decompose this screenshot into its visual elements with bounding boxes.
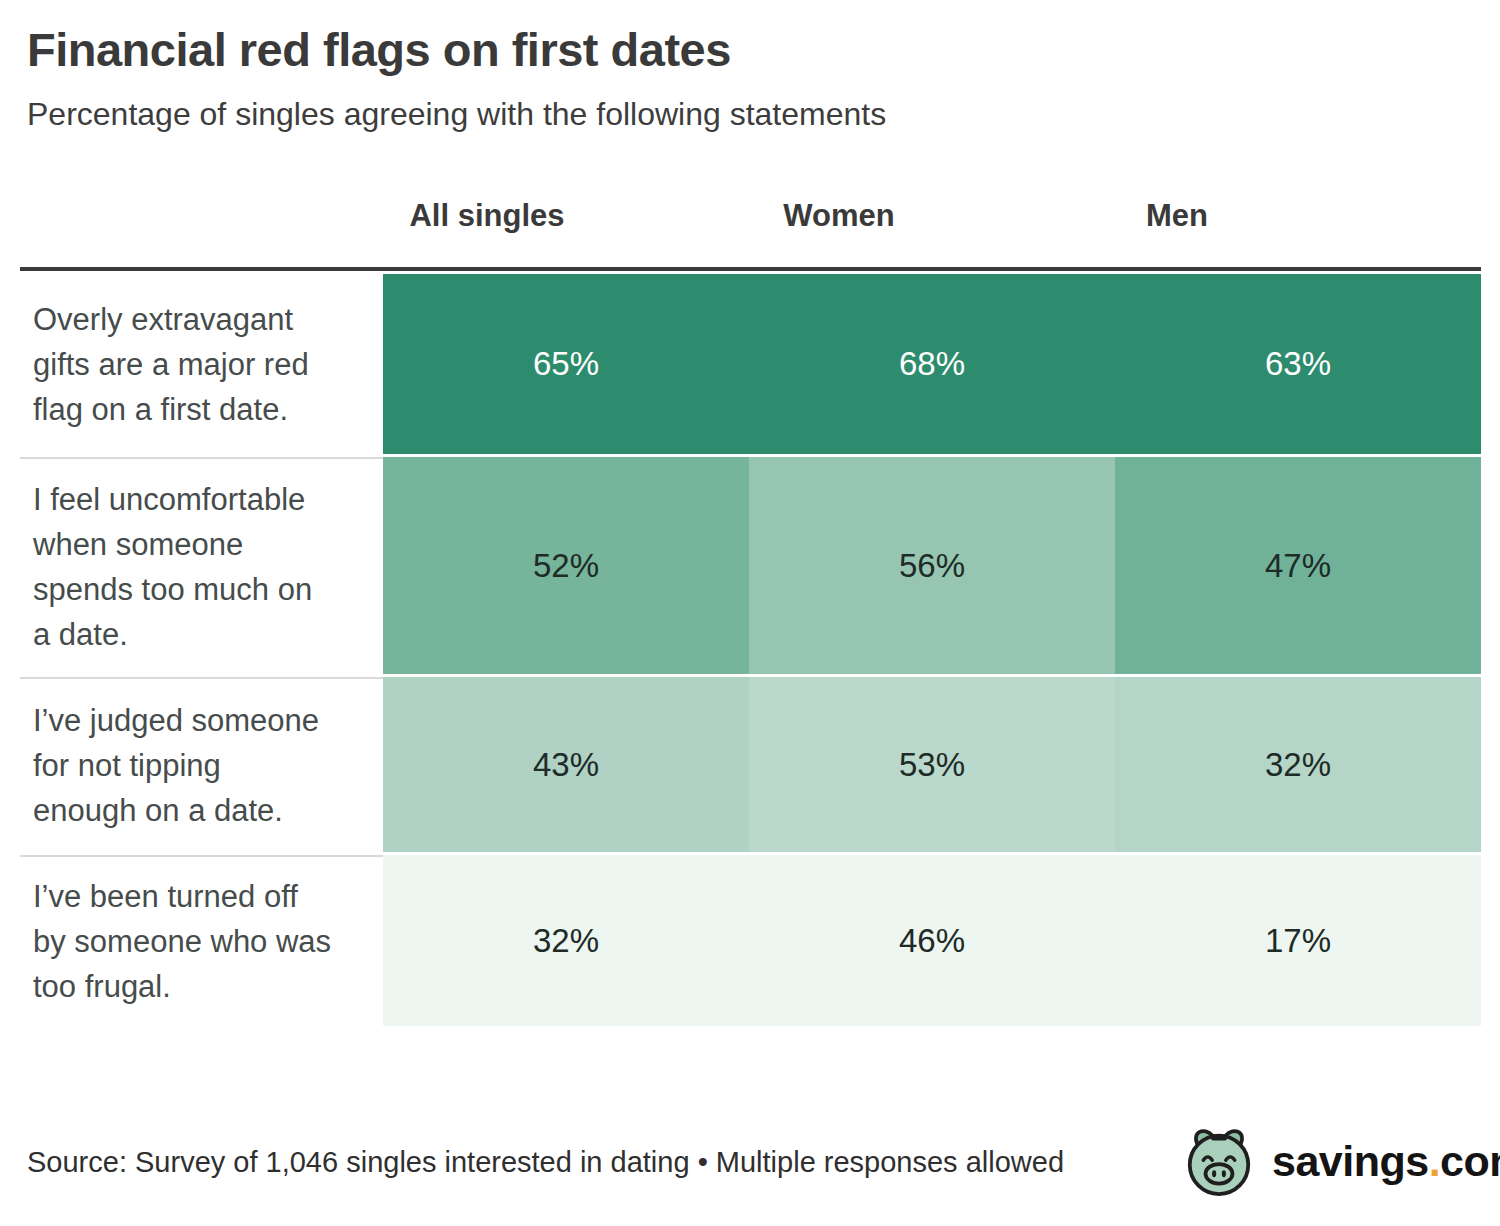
piggy-bank-icon [1180,1124,1258,1198]
value-cell: 68% [749,274,1115,454]
value-cell: 17% [1115,855,1481,1026]
row-statement: I feel uncomfortable when someone spends… [20,457,383,674]
value-cell: 52% [383,457,749,674]
value-cell: 53% [749,677,1115,852]
source-note: Source: Survey of 1,046 singles interest… [27,1146,1064,1179]
table-top-border [20,267,1481,271]
column-header-women: Women [783,198,894,234]
brand-word: savings [1272,1137,1429,1185]
table-row: Overly extravagant gifts are a major red… [20,274,1481,454]
brand-dot: . [1429,1137,1440,1185]
table-row: I’ve been turned off by someone who was … [20,855,1481,1026]
table-row: I feel uncomfortable when someone spends… [20,457,1481,674]
value-cell: 32% [383,855,749,1026]
value-cell: 56% [749,457,1115,674]
row-statement: Overly extravagant gifts are a major red… [20,274,383,454]
value-cell: 43% [383,677,749,852]
row-statement: I’ve judged someone for not tipping enou… [20,677,383,852]
table-body: Overly extravagant gifts are a major red… [20,274,1481,1026]
chart-title: Financial red flags on first dates [27,22,731,77]
value-cell: 32% [1115,677,1481,852]
row-statement: I’ve been turned off by someone who was … [20,855,383,1026]
brand-tld: com [1440,1137,1500,1185]
chart-subtitle: Percentage of singles agreeing with the … [27,96,886,133]
column-header-all-singles: All singles [409,198,564,234]
brand-logo: savings.com [1180,1124,1500,1198]
value-cell: 65% [383,274,749,454]
value-cell: 63% [1115,274,1481,454]
column-header-men: Men [1146,198,1208,234]
brand-name: savings.com [1272,1137,1500,1186]
value-cell: 47% [1115,457,1481,674]
infographic: Financial red flags on first dates Perce… [0,0,1500,1226]
value-cell: 46% [749,855,1115,1026]
table-row: I’ve judged someone for not tipping enou… [20,677,1481,852]
